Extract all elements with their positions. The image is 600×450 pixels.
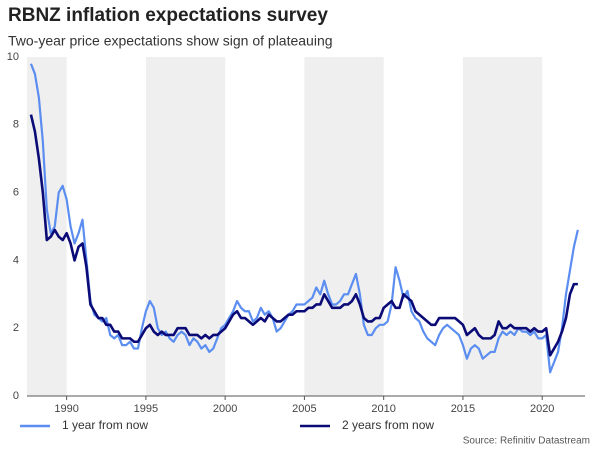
x-tick-label: 1995 xyxy=(134,403,158,415)
x-tick-label: 2010 xyxy=(371,403,395,415)
x-tick-label: 2020 xyxy=(530,403,554,415)
x-tick-label: 1990 xyxy=(54,403,78,415)
shaded-band xyxy=(145,57,226,396)
chart-title: RBNZ inflation expectations survey xyxy=(8,5,328,26)
y-tick-label: 2 xyxy=(13,322,19,334)
y-tick-label: 8 xyxy=(13,119,19,131)
series-line xyxy=(29,114,578,357)
legend-label: 1 year from now xyxy=(62,418,148,432)
x-tick-label: 2000 xyxy=(213,403,237,415)
series-line xyxy=(29,63,579,374)
y-tick-label: 10 xyxy=(7,51,19,63)
source: Source: Refinitiv Datastream xyxy=(463,436,590,447)
x-tick-label: 2015 xyxy=(451,403,475,415)
shading xyxy=(27,57,543,396)
y-tick-label: 0 xyxy=(13,390,19,402)
shaded-band xyxy=(304,57,384,396)
shaded-band xyxy=(462,57,543,396)
plot-area xyxy=(29,63,579,374)
y-tick-label: 4 xyxy=(13,254,19,266)
x-tick-label: 2005 xyxy=(292,403,316,415)
y-tick-label: 6 xyxy=(13,187,19,199)
legend-label: 2 years from now xyxy=(342,418,434,432)
chart-subtitle: Two-year price expectations show sign of… xyxy=(8,33,333,49)
